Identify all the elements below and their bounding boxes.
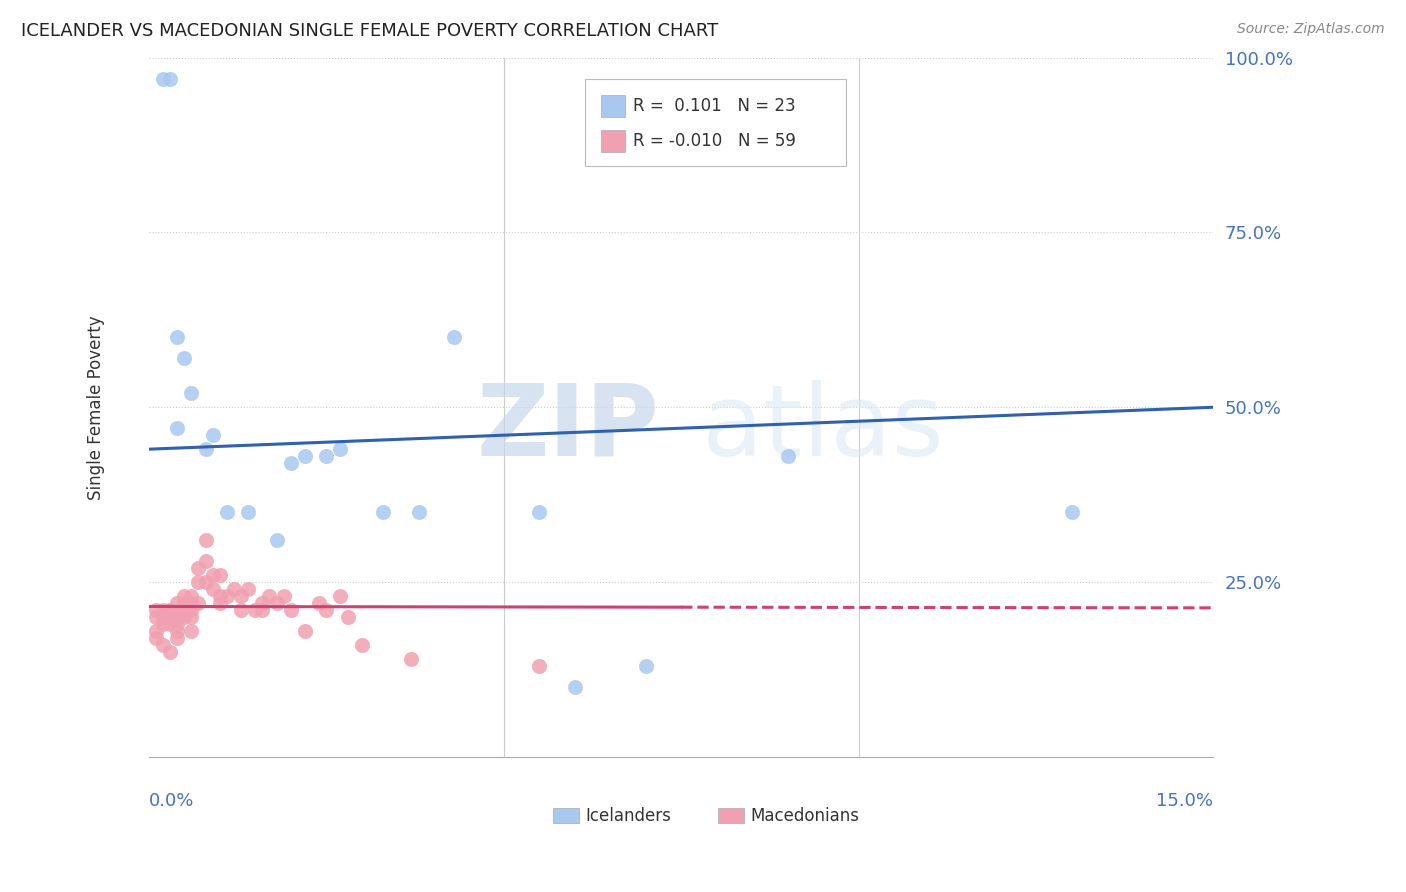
- Point: [166, 610, 188, 624]
- Point: [159, 71, 181, 86]
- Point: [145, 624, 167, 638]
- Point: [776, 449, 799, 463]
- Bar: [602, 95, 624, 117]
- Point: [173, 351, 195, 366]
- Point: [329, 589, 352, 603]
- Text: Source: ZipAtlas.com: Source: ZipAtlas.com: [1237, 22, 1385, 37]
- Point: [201, 428, 224, 442]
- Point: [308, 596, 330, 610]
- Point: [443, 330, 465, 344]
- Point: [166, 631, 188, 645]
- FancyBboxPatch shape: [585, 78, 846, 166]
- Point: [145, 610, 167, 624]
- Point: [159, 603, 181, 617]
- Point: [208, 568, 231, 582]
- Text: R = -0.010   N = 59: R = -0.010 N = 59: [633, 132, 796, 150]
- Point: [187, 596, 209, 610]
- Point: [315, 603, 337, 617]
- Point: [252, 596, 274, 610]
- Point: [166, 421, 188, 435]
- Bar: [602, 129, 624, 152]
- Point: [180, 596, 202, 610]
- Point: [180, 610, 202, 624]
- Point: [173, 589, 195, 603]
- Text: 15.0%: 15.0%: [1157, 792, 1213, 810]
- Point: [152, 71, 174, 86]
- Point: [280, 603, 302, 617]
- Point: [280, 456, 302, 470]
- Point: [229, 603, 252, 617]
- Point: [634, 659, 657, 673]
- Point: [152, 610, 174, 624]
- Point: [166, 596, 188, 610]
- Point: [245, 603, 267, 617]
- Point: [152, 638, 174, 652]
- Point: [259, 589, 281, 603]
- Point: [215, 505, 238, 519]
- Point: [236, 582, 259, 596]
- Point: [159, 645, 181, 659]
- Point: [1060, 505, 1083, 519]
- Point: [336, 610, 359, 624]
- Point: [187, 561, 209, 575]
- Point: [527, 505, 550, 519]
- Point: [222, 582, 245, 596]
- Point: [173, 603, 195, 617]
- Point: [208, 589, 231, 603]
- Point: [273, 589, 295, 603]
- Bar: [554, 808, 579, 823]
- Point: [201, 568, 224, 582]
- Point: [145, 603, 167, 617]
- Point: [159, 617, 181, 632]
- Point: [166, 617, 188, 632]
- Point: [527, 659, 550, 673]
- Point: [166, 624, 188, 638]
- Text: ZIP: ZIP: [477, 380, 659, 476]
- Point: [236, 505, 259, 519]
- Point: [194, 533, 217, 547]
- Point: [401, 652, 423, 666]
- Point: [152, 610, 174, 624]
- Point: [152, 603, 174, 617]
- Point: [180, 386, 202, 401]
- Point: [252, 603, 274, 617]
- Point: [145, 631, 167, 645]
- Point: [215, 589, 238, 603]
- Text: atlas: atlas: [703, 380, 943, 476]
- Point: [315, 449, 337, 463]
- Point: [194, 554, 217, 568]
- Text: ICELANDER VS MACEDONIAN SINGLE FEMALE POVERTY CORRELATION CHART: ICELANDER VS MACEDONIAN SINGLE FEMALE PO…: [21, 22, 718, 40]
- Point: [180, 624, 202, 638]
- Point: [180, 603, 202, 617]
- Point: [194, 442, 217, 457]
- Bar: [718, 808, 744, 823]
- Point: [329, 442, 352, 457]
- Text: Single Female Poverty: Single Female Poverty: [87, 315, 104, 500]
- Text: Icelanders: Icelanders: [585, 806, 671, 824]
- Point: [180, 589, 202, 603]
- Point: [173, 610, 195, 624]
- Point: [229, 589, 252, 603]
- Point: [294, 624, 316, 638]
- Point: [159, 610, 181, 624]
- Point: [159, 603, 181, 617]
- Text: R =  0.101   N = 23: R = 0.101 N = 23: [633, 97, 796, 115]
- Text: Macedonians: Macedonians: [751, 806, 859, 824]
- Point: [208, 596, 231, 610]
- Point: [564, 680, 586, 694]
- Point: [350, 638, 373, 652]
- Point: [166, 330, 188, 344]
- Point: [201, 582, 224, 596]
- Point: [408, 505, 430, 519]
- Point: [194, 574, 217, 589]
- Point: [187, 574, 209, 589]
- Point: [294, 449, 316, 463]
- Point: [266, 596, 288, 610]
- Point: [266, 533, 288, 547]
- Point: [152, 617, 174, 632]
- Point: [173, 596, 195, 610]
- Point: [371, 505, 394, 519]
- Text: 0.0%: 0.0%: [149, 792, 194, 810]
